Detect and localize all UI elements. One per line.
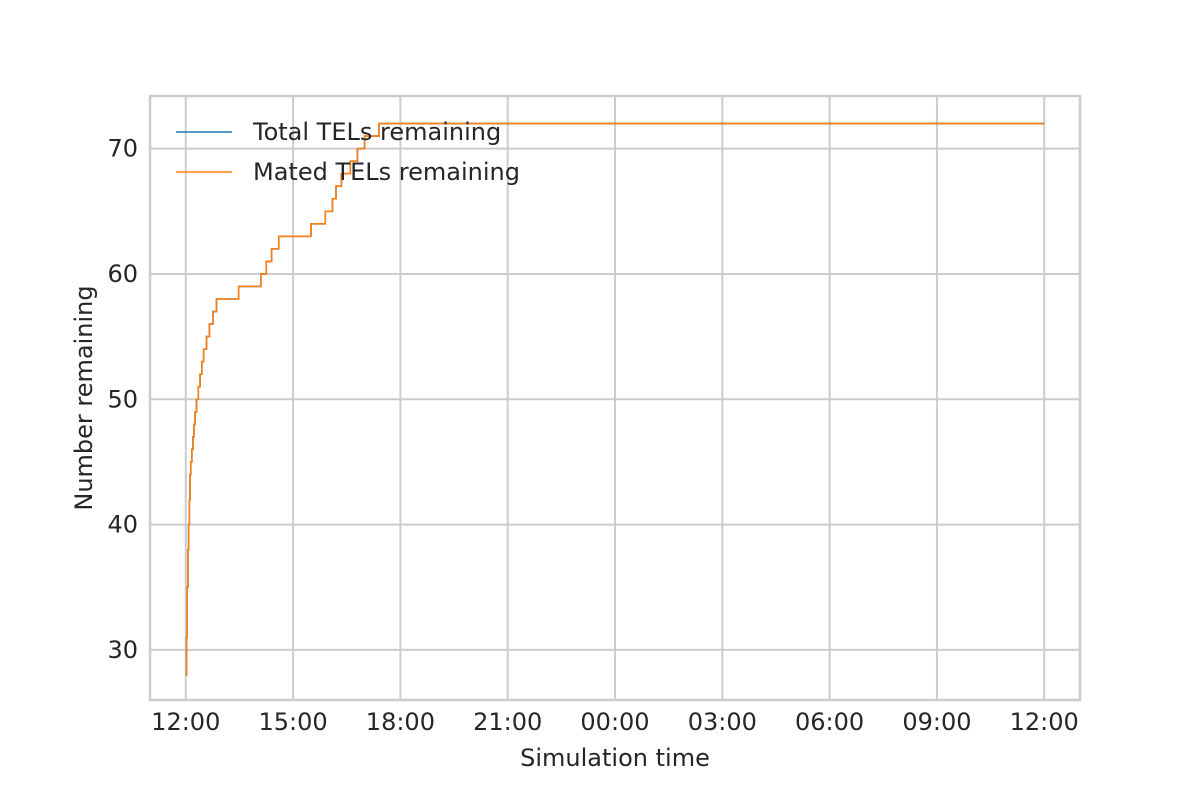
x-tick-label: 12:00 xyxy=(151,708,220,736)
x-tick-label: 18:00 xyxy=(366,708,435,736)
x-tick-label: 12:00 xyxy=(1010,708,1079,736)
y-axis-label: Number remaining xyxy=(70,285,98,510)
series-layer xyxy=(185,122,1045,676)
y-axis-ticks: 30 40 50 60 70 xyxy=(107,135,138,664)
legend: Total TELs remaining Mated TELs remaining xyxy=(176,118,520,186)
x-axis-ticks: 12:00 15:00 18:00 21:00 00:00 03:00 06:00 09:00… xyxy=(151,708,1079,736)
y-tick-label: 70 xyxy=(107,135,138,163)
x-tick-label: 15:00 xyxy=(258,708,327,736)
x-tick-label: 09:00 xyxy=(902,708,971,736)
x-tick-label: 00:00 xyxy=(580,708,649,736)
legend-label: Mated TELs remaining xyxy=(253,158,520,186)
x-axis-label: Simulation time xyxy=(520,744,710,772)
x-tick-label: 03:00 xyxy=(688,708,757,736)
legend-label: Total TELs remaining xyxy=(252,118,501,146)
grid xyxy=(150,96,1080,700)
y-tick-label: 40 xyxy=(107,511,138,539)
y-tick-label: 50 xyxy=(107,385,138,413)
series-line-mated xyxy=(185,122,1045,676)
plot-frame xyxy=(148,94,1082,702)
x-tick-label: 06:00 xyxy=(795,708,864,736)
y-tick-label: 60 xyxy=(107,260,138,288)
y-tick-label: 30 xyxy=(107,636,138,664)
x-tick-label: 21:00 xyxy=(473,708,542,736)
